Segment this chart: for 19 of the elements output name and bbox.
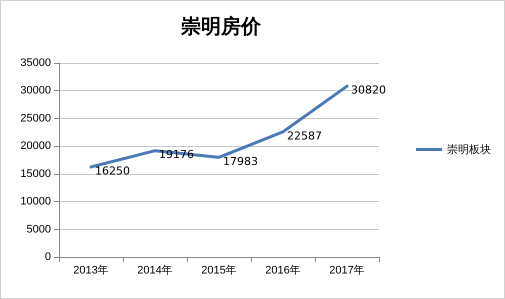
- data-label: 16250: [95, 164, 130, 178]
- y-tick-label: 25000: [20, 112, 51, 124]
- chart-title: 崇明房价: [180, 14, 262, 38]
- y-tick-label: 35000: [20, 57, 51, 69]
- y-tick-label: 10000: [20, 196, 51, 208]
- y-tick-label: 0: [44, 251, 51, 263]
- legend-label: 崇明板块: [447, 143, 491, 156]
- data-label: 17983: [223, 154, 258, 168]
- x-tick-label: 2015年: [201, 264, 237, 276]
- y-tick-label: 5000: [26, 223, 51, 236]
- data-label: 30820: [351, 84, 386, 97]
- y-tick-label: 15000: [20, 168, 51, 180]
- data-label: 22587: [287, 129, 322, 142]
- x-tick-label: 2016年: [265, 264, 301, 276]
- y-tick-label: 30000: [20, 84, 51, 97]
- y-tick-label: 20000: [20, 140, 51, 152]
- x-tick-label: 2013年: [73, 264, 109, 276]
- x-tick-label: 2017年: [329, 264, 365, 276]
- x-tick-label: 2014年: [137, 264, 173, 276]
